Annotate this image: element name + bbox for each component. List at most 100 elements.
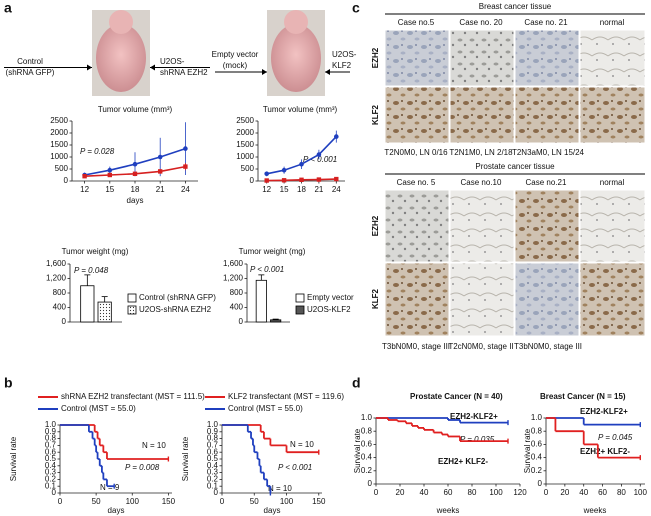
x-tick-label: 100 xyxy=(489,488,503,497)
chart-title: Breast Cancer (N = 15) xyxy=(540,392,626,401)
x-tick-label: 20 xyxy=(396,488,405,497)
y-tick-label: 2000 xyxy=(236,128,254,137)
y-tick-label: 0 xyxy=(62,317,67,326)
y-tick-label: 1,200 xyxy=(223,274,244,283)
y-tick-label: 0 xyxy=(214,488,219,497)
x-tick-label: 120 xyxy=(513,488,527,497)
marker xyxy=(334,176,339,182)
annotation: P = 0.035 xyxy=(460,435,495,444)
x-tick-label: 18 xyxy=(297,185,306,194)
bar xyxy=(255,279,267,323)
y-tick-label: 0.2 xyxy=(45,475,57,484)
y-tick-label: 0.6 xyxy=(361,440,373,449)
y-tick-label: 1.0 xyxy=(531,413,543,422)
marker xyxy=(107,172,112,178)
y-tick-label: 0.8 xyxy=(361,426,373,435)
y-tick-label: 0.8 xyxy=(45,434,57,443)
marker xyxy=(183,146,188,151)
y-tick-label: 0 xyxy=(250,176,255,185)
mouse-label: shRNA EZH2 xyxy=(160,68,208,77)
y-tick-label: 1,600 xyxy=(223,259,244,268)
x-tick-label: 50 xyxy=(92,497,101,506)
annotation: P = 0.045 xyxy=(598,433,633,442)
legend-swatch xyxy=(127,305,137,315)
x-tick-label: 100 xyxy=(280,497,294,506)
x-tick-label: 21 xyxy=(156,185,165,194)
histology-image xyxy=(514,86,580,144)
marker xyxy=(132,171,138,176)
arrow-head xyxy=(150,64,155,71)
legend-label: shRNA EZH2 transfectant (MST = 111.5) xyxy=(61,392,205,401)
axis xyxy=(257,121,345,182)
case-label: Case no.10 xyxy=(461,178,502,187)
x-tick-label: 0 xyxy=(220,497,225,506)
y-tick-label: 0.8 xyxy=(531,426,543,435)
y-tick-label: 1000 xyxy=(236,152,254,161)
chart-title: Tumor volume (mm³) xyxy=(263,105,338,114)
x-tick-label: 20 xyxy=(560,488,569,497)
histology-image xyxy=(384,189,450,263)
x-tick-label: 24 xyxy=(181,185,190,194)
y-tick-label: 0.4 xyxy=(531,453,543,462)
y-tick-label: 1500 xyxy=(50,140,68,149)
y-tick-label: 0.2 xyxy=(531,466,543,475)
annotation: P < 0.001 xyxy=(278,463,312,472)
case-caption: T3bN0M0, stage III xyxy=(514,342,582,351)
annotation: P = 0.008 xyxy=(125,463,160,472)
y-tick-label: 1.0 xyxy=(45,420,57,429)
x-tick-label: 40 xyxy=(420,488,429,497)
y-tick-label: 500 xyxy=(241,164,255,173)
y-tick-label: 0.6 xyxy=(45,447,57,456)
mouse-label: (mock) xyxy=(223,61,248,70)
x-tick-label: 0 xyxy=(374,488,379,497)
case-label: Case no. 5 xyxy=(397,178,436,187)
y-tick-label: 1.0 xyxy=(361,413,373,422)
y-tick-label: 0.5 xyxy=(207,454,219,463)
histology-grid xyxy=(384,29,646,144)
mouse-photo xyxy=(92,10,150,96)
y-tick-label: 2500 xyxy=(50,116,68,125)
mouse-label: U2OS- xyxy=(332,50,357,59)
y-tick-label: 0.3 xyxy=(207,468,219,477)
x-axis-label: weeks xyxy=(436,506,460,515)
x-tick-label: 15 xyxy=(280,185,289,194)
y-tick-label: 1000 xyxy=(50,152,68,161)
case-label: normal xyxy=(600,18,625,27)
histology-image xyxy=(579,29,646,87)
y-tick-label: 0.1 xyxy=(45,481,57,490)
case-caption: T2N0M0, LN 0/16 xyxy=(384,148,448,157)
annotation: P < 0.001 xyxy=(303,155,337,164)
mouse-label: U2OS- xyxy=(160,57,185,66)
x-tick-label: 100 xyxy=(634,488,648,497)
x-tick-label: 80 xyxy=(468,488,477,497)
marker xyxy=(82,174,87,179)
y-tick-label: 0.6 xyxy=(531,440,543,449)
y-tick-label: 0.2 xyxy=(361,466,373,475)
annotation: P < 0.001 xyxy=(250,265,284,274)
y-tick-label: 800 xyxy=(53,288,67,297)
arrow-head xyxy=(87,64,92,71)
legend-swatch xyxy=(295,293,305,303)
marker xyxy=(264,178,269,183)
legend-label: Control (MST = 55.0) xyxy=(228,404,303,413)
histology-image xyxy=(514,29,580,87)
x-axis-label: days xyxy=(108,506,125,515)
marker xyxy=(299,161,304,167)
chart-title: Prostate Cancer (N = 40) xyxy=(410,392,503,401)
x-tick-label: 60 xyxy=(598,488,607,497)
y-tick-label: 0 xyxy=(52,488,57,497)
x-tick-label: 150 xyxy=(162,497,176,506)
x-tick-label: 15 xyxy=(105,185,114,194)
annotation: N = 10 xyxy=(290,440,314,449)
marker xyxy=(281,178,287,183)
bar xyxy=(270,319,282,323)
case-label: Case no. 21 xyxy=(524,18,568,27)
x-tick-label: 21 xyxy=(314,185,323,194)
histology-image xyxy=(449,29,515,87)
y-tick-label: 0.7 xyxy=(45,441,57,450)
marker xyxy=(316,177,322,182)
y-tick-label: 0.1 xyxy=(207,481,219,490)
x-tick-label: 0 xyxy=(544,488,549,497)
x-axis-label: days xyxy=(127,196,144,205)
marker xyxy=(316,152,322,157)
